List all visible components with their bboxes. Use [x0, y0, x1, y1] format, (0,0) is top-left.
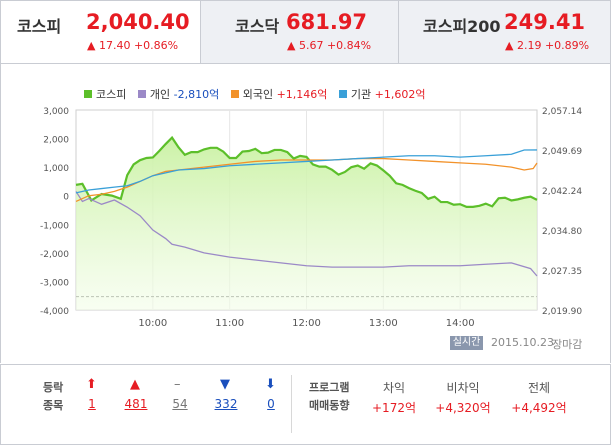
y-left-tick-label: -1,000	[40, 221, 69, 231]
y-right-tick-label: 2,027.35	[542, 267, 582, 277]
market-summary: 등락 종목 ⬆ 1 ▲ 481 – 54 ▼ 332 ⬇ 0 프로그램 매매동향 차익 +172억 비…	[0, 364, 611, 445]
legend-kospi: 코스피	[84, 88, 126, 101]
y-right-tick-label: 2,049.69	[542, 147, 582, 157]
y-left-tick-label: 1,000	[43, 164, 69, 174]
y-right-tick-label: 2,057.14	[542, 107, 582, 117]
chart-date: 2015.10.23	[491, 336, 554, 349]
chart-legend: 코스피 개인 -2,810억 외국인 +1,146억 기관 +1,602억	[84, 86, 434, 102]
program-value: +172억	[372, 401, 416, 415]
x-tick-label: 10:00	[138, 318, 167, 329]
y-left-tick-label: -4,000	[40, 307, 69, 317]
summary-divider	[291, 375, 292, 433]
legend-individual-swatch	[137, 90, 146, 98]
y-left-tick-label: 3,000	[43, 107, 69, 117]
count-icon: ▲	[130, 377, 140, 392]
kospi-line	[75, 135, 538, 208]
x-tick-label: 12:00	[292, 318, 321, 329]
program-head: 차익	[382, 381, 406, 395]
y-right-tick-label: 2,042.24	[542, 187, 582, 197]
program-head: 비차익	[446, 381, 480, 395]
legend-institution-swatch	[338, 90, 347, 98]
x-tick-label: 14:00	[446, 318, 475, 329]
tab-kospi200-change: ▲ 2.19 +0.89%	[505, 39, 590, 52]
legend-individual: 개인 -2,810억	[137, 88, 220, 101]
count-value[interactable]: 332	[214, 397, 238, 411]
count-icon: ⬆	[86, 377, 97, 392]
kospi-area	[76, 137, 537, 310]
tab-kospi200-name: 코스피200	[423, 17, 501, 36]
count-value[interactable]: 0	[267, 397, 275, 411]
count-value[interactable]: 481	[124, 397, 148, 411]
y-left-tick-label: -2,000	[40, 250, 69, 260]
y-right-tick-label: 2,019.90	[542, 307, 582, 317]
program-head: 전체	[527, 381, 551, 395]
program-label-1: 프로그램	[309, 381, 350, 394]
market-status: 장마감	[552, 338, 583, 351]
tab-kospi-value: 2,040.40	[86, 10, 190, 34]
y-left-tick-label: 0	[63, 193, 69, 203]
x-tick-label: 11:00	[215, 318, 244, 329]
count-value[interactable]: 1	[88, 397, 96, 411]
legend-institution-label: 기관	[350, 88, 372, 101]
tab-kospi-change: ▲ 17.40 +0.86%	[87, 39, 179, 52]
legend-kospi-label: 코스피	[96, 88, 127, 101]
program-value: +4,320억	[435, 401, 491, 415]
count-icon: ▼	[220, 377, 230, 392]
legend-institution-value: +1,602억	[374, 88, 426, 101]
legend-foreign-swatch	[230, 90, 239, 98]
program-label-2: 매매동향	[309, 399, 350, 412]
legend-individual-label: 개인	[149, 88, 171, 101]
realtime-badge: 실시간	[450, 336, 483, 350]
legend-foreign-value: +1,146억	[276, 88, 328, 101]
legend-kospi-swatch	[84, 90, 92, 98]
legend-institution: 기관 +1,602억	[338, 88, 426, 101]
tab-kospi[interactable]: 코스피 2,040.40 ▲ 17.40 +0.86%	[1, 1, 200, 63]
index-tabs: 코스피 2,040.40 ▲ 17.40 +0.86% 코스닥 681.97 ▲…	[0, 0, 611, 64]
tab-kospi-name: 코스피	[17, 17, 62, 36]
tab-kosdaq[interactable]: 코스닥 681.97 ▲ 5.67 +0.84%	[200, 1, 398, 63]
tab-kosdaq-change: ▲ 5.67 +0.84%	[287, 39, 372, 52]
individual-line	[75, 191, 538, 277]
tab-kosdaq-name: 코스닥	[235, 17, 280, 36]
tab-kospi200[interactable]: 코스피200 249.41 ▲ 2.19 +0.89%	[398, 1, 610, 63]
legend-individual-value: -2,810억	[173, 88, 220, 101]
y-left-tick-label: 2,000	[43, 136, 69, 146]
program-value: +4,492억	[511, 401, 567, 415]
x-tick-label: 13:00	[369, 318, 398, 329]
updown-label-1: 등락	[43, 381, 64, 394]
updown-label-2: 종목	[43, 399, 64, 412]
tab-kospi200-value: 249.41	[504, 10, 586, 34]
count-value[interactable]: 54	[172, 397, 188, 411]
count-icon: –	[174, 377, 181, 392]
legend-foreign: 외국인 +1,146억	[230, 88, 328, 101]
y-right-tick-label: 2,034.80	[542, 227, 582, 237]
foreign-line	[75, 157, 538, 203]
y-left-tick-label: -3,000	[40, 278, 69, 288]
legend-foreign-label: 외국인	[242, 88, 274, 101]
tab-kosdaq-value: 681.97	[286, 10, 368, 34]
institution-line	[75, 149, 538, 194]
count-icon: ⬇	[265, 377, 276, 392]
